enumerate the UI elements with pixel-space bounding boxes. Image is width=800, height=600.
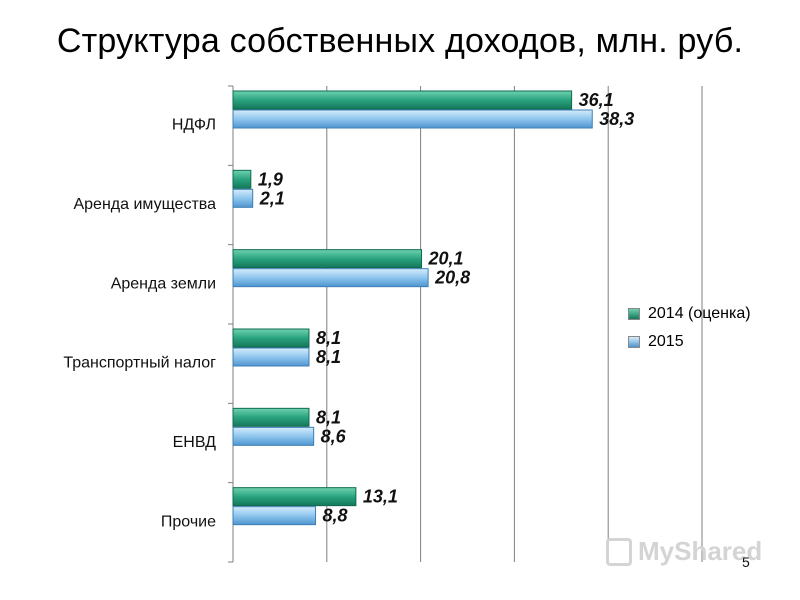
category-label: Прочие [161, 513, 216, 530]
bar-2015 [232, 426, 315, 446]
category-label: Аренда имущества [73, 196, 216, 213]
data-label: 8,6 [321, 426, 347, 446]
bar-2015 [232, 109, 593, 129]
category-label: ЕНВД [173, 434, 217, 451]
bar-2014 [232, 249, 423, 269]
legend-swatch-2015 [628, 336, 640, 348]
bar-2015 [232, 506, 317, 526]
watermark-text: MyShared [638, 536, 763, 566]
chart-title: Структура собственных доходов, млн. руб. [56, 22, 744, 60]
bar-2015 [232, 347, 310, 367]
legend: 2014 (оценка) 2015 [628, 300, 751, 356]
watermark: MyShared [606, 536, 762, 567]
legend-item-2014: 2014 (оценка) [628, 300, 751, 328]
bar-2015 [232, 188, 254, 208]
data-label: 2,1 [259, 188, 285, 208]
data-label: 8,1 [316, 328, 341, 348]
bar-2014 [232, 90, 573, 110]
data-label: 20,8 [434, 268, 470, 288]
category-label: Транспортный налог [63, 355, 216, 372]
data-label: 1,9 [258, 169, 283, 189]
legend-swatch-2014 [628, 308, 640, 320]
legend-label-2015: 2015 [648, 333, 684, 350]
data-label: 13,1 [363, 487, 398, 507]
data-label: 8,1 [316, 407, 341, 427]
presentation-icon [606, 537, 632, 566]
bar-2014 [232, 487, 357, 507]
bar-2014 [232, 407, 310, 427]
bar-2014 [232, 328, 310, 348]
bar-2015 [232, 268, 429, 288]
data-label: 36,1 [579, 90, 614, 110]
category-label: Аренда земли [111, 275, 216, 292]
data-label: 38,3 [599, 109, 634, 129]
data-label: 8,1 [316, 347, 341, 367]
data-label: 8,8 [323, 506, 348, 526]
legend-label-2014: 2014 (оценка) [648, 305, 751, 322]
category-label: НДФЛ [172, 117, 216, 134]
bar-2014 [232, 169, 252, 189]
legend-item-2015: 2015 [628, 328, 751, 356]
page-number: 5 [742, 554, 750, 570]
data-label: 20,1 [428, 249, 464, 269]
